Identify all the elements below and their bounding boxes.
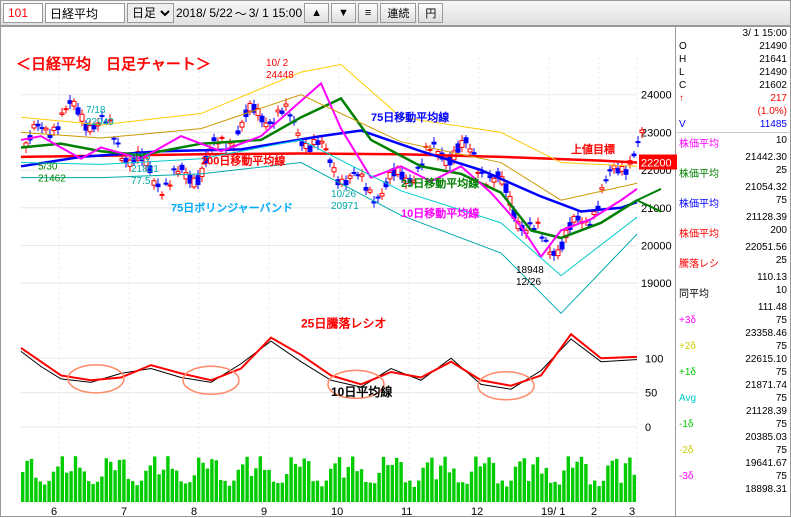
svg-text:12/26: 12/26 (516, 277, 541, 288)
svg-text:21462: 21462 (38, 173, 66, 184)
svg-text:19/ 1: 19/ 1 (541, 506, 565, 518)
svg-text:12: 12 (471, 506, 483, 518)
svg-text:3: 3 (629, 506, 635, 518)
up-button[interactable]: ▲ (304, 3, 329, 23)
svg-text:100: 100 (645, 353, 663, 365)
svg-text:18948: 18948 (516, 265, 544, 276)
svg-text:10/ 2: 10/ 2 (266, 58, 289, 69)
svg-text:200日移動平均線: 200日移動平均線 (201, 153, 285, 167)
svg-text:0: 0 (645, 422, 651, 434)
chart-area: 1900020000210002200023000240002220067891… (0, 26, 676, 517)
cont-button[interactable]: 連続 (380, 3, 416, 23)
svg-text:77.5: 77.5 (131, 176, 151, 187)
svg-text:25日騰落レシオ: 25日騰落レシオ (301, 315, 386, 330)
svg-text:6: 6 (51, 506, 57, 518)
svg-text:25日移動平均線: 25日移動平均線 (401, 176, 479, 190)
svg-text:75日移動平均線: 75日移動平均線 (371, 110, 449, 124)
svg-text:11: 11 (401, 506, 412, 518)
svg-text:5/30: 5/30 (38, 161, 58, 172)
svg-text:9: 9 (261, 506, 267, 518)
svg-text:20971: 20971 (331, 201, 359, 212)
svg-text:8: 8 (191, 506, 197, 518)
name-input[interactable] (45, 3, 125, 23)
svg-text:7: 7 (121, 506, 127, 518)
svg-text:10日移動平均線: 10日移動平均線 (401, 206, 479, 220)
period-select[interactable]: 日足 (127, 3, 174, 23)
svg-text:上値目標: 上値目標 (571, 142, 615, 156)
chart-svg: 1900020000210002200023000240002220067891… (1, 27, 677, 518)
svg-text:10日平均線: 10日平均線 (331, 384, 392, 399)
svg-text:10: 10 (331, 506, 343, 518)
svg-text:24000: 24000 (641, 90, 672, 102)
svg-text:＜日経平均 日足チャート＞: ＜日経平均 日足チャート＞ (16, 55, 211, 73)
svg-text:23000: 23000 (641, 127, 672, 139)
svg-text:22949: 22949 (86, 117, 114, 128)
svg-text:22200: 22200 (641, 158, 672, 170)
svg-text:19000: 19000 (641, 278, 672, 290)
yen-button[interactable]: 円 (418, 3, 443, 23)
svg-text:75日ボリンジャーバンド: 75日ボリンジャーバンド (171, 201, 293, 215)
svg-text:24448: 24448 (266, 70, 294, 81)
svg-text:10/26: 10/26 (331, 189, 356, 200)
svg-text:21851: 21851 (131, 164, 159, 175)
svg-text:50: 50 (645, 388, 657, 400)
svg-text:20000: 20000 (641, 240, 672, 252)
toolbar: 日足 2018/ 5/22 ～ 3/ 1 15:00 ▲ ▼ ≡ 連続 円 (0, 0, 791, 26)
down-button[interactable]: ▼ (331, 3, 356, 23)
svg-text:7/18: 7/18 (86, 105, 106, 116)
sidebar: 3/ 1 15:00O21490H21641L21490C21602↑217(1… (676, 26, 791, 517)
code-input[interactable] (3, 3, 43, 23)
svg-text:8/13: 8/13 (131, 152, 151, 163)
date-to: 3/ 1 15:00 (249, 6, 302, 20)
date-from: 2018/ 5/22 (176, 6, 233, 20)
list-button[interactable]: ≡ (358, 3, 378, 23)
svg-text:2: 2 (591, 506, 597, 518)
